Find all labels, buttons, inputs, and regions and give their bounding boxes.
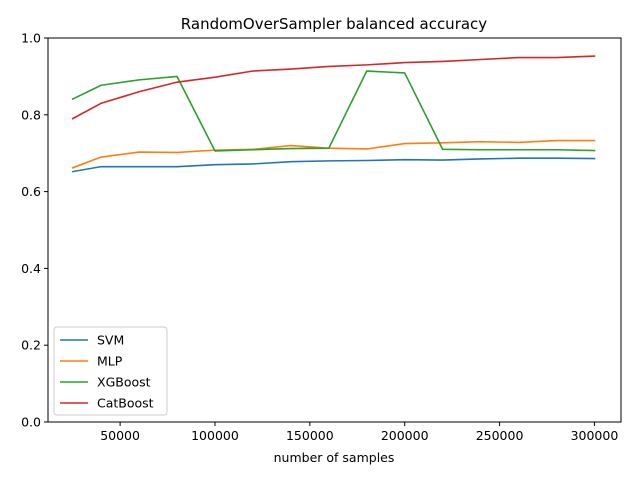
x-tick-label: 50000	[100, 428, 140, 443]
series-layer	[71, 55, 596, 173]
y-tick-label: 0.2	[21, 338, 41, 353]
x-tick-label: 150000	[286, 428, 334, 443]
y-tick-label: 0.6	[21, 184, 41, 199]
x-axis-label: number of samples	[274, 450, 395, 465]
y-tick-label: 0.0	[21, 415, 41, 430]
legend-label-mlp: MLP	[97, 354, 123, 369]
x-tick-label: 300000	[571, 428, 619, 443]
y-axis: 0.0 0.2 0.4 0.6 0.8 1.0	[21, 31, 48, 430]
series-line-catboost	[71, 55, 596, 120]
series-line-svm	[71, 157, 596, 173]
plot-frame	[47, 37, 622, 423]
legend-label-svm: SVM	[97, 333, 124, 348]
chart-title: RandomOverSampler balanced accuracy	[181, 15, 488, 33]
legend-box	[53, 326, 168, 416]
y-tick-label: 1.0	[21, 31, 41, 46]
legend-label-catboost: CatBoost	[97, 396, 154, 411]
y-tick-label: 0.8	[21, 107, 41, 122]
legend-label-xgboost: XGBoost	[97, 375, 151, 390]
x-tick-label: 250000	[476, 428, 524, 443]
series-line-xgboost	[71, 70, 596, 152]
x-axis: 50000 100000 150000 200000 250000 300000	[100, 422, 618, 443]
x-tick-label: 100000	[191, 428, 239, 443]
x-tick-label: 200000	[381, 428, 429, 443]
y-tick-label: 0.4	[21, 261, 41, 276]
legend: SVM MLP XGBoost CatBoost	[53, 326, 168, 416]
